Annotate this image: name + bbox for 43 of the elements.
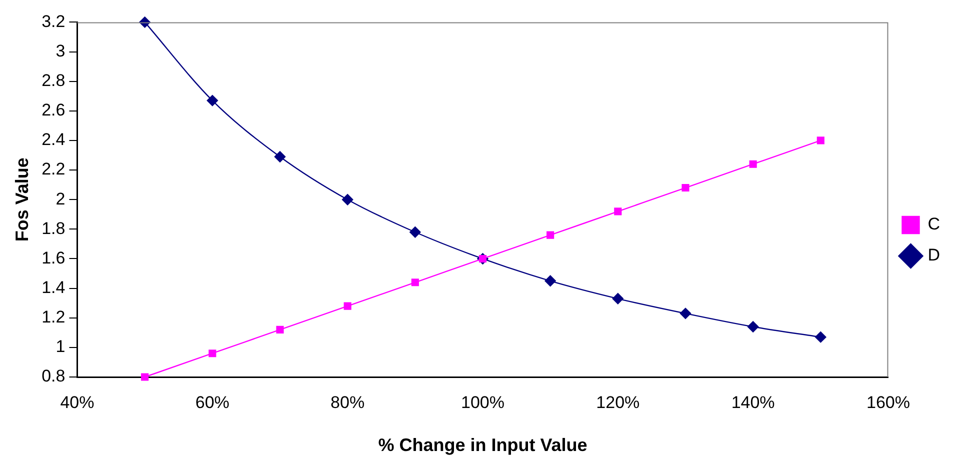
x-tick-label: 160% <box>866 392 910 412</box>
y-tick-label: 1 <box>56 337 66 356</box>
y-tick-label: 3 <box>56 41 66 60</box>
point <box>816 136 824 144</box>
point <box>546 231 554 239</box>
y-tick-label: 2.8 <box>42 71 66 90</box>
point <box>614 208 622 216</box>
y-tick-label: 3.2 <box>42 12 66 31</box>
point <box>612 293 624 304</box>
y-tick-label: 1.6 <box>42 248 66 268</box>
x-tick-label: 120% <box>596 392 640 412</box>
legend-label: D <box>928 246 940 265</box>
point <box>747 321 759 332</box>
point <box>682 184 690 192</box>
point <box>411 278 419 286</box>
point <box>206 94 218 106</box>
x-tick-label: 60% <box>195 392 230 412</box>
point <box>342 194 354 206</box>
point <box>749 160 757 168</box>
y-tick-label: 2.6 <box>42 100 66 120</box>
x-axis-title: % Change in Input Value <box>378 435 588 456</box>
point <box>141 373 149 381</box>
y-tick-label: 1.4 <box>42 278 66 297</box>
x-tick-label: 40% <box>60 392 94 412</box>
point <box>544 275 556 287</box>
y-tick-label: 2.4 <box>42 130 66 150</box>
point <box>344 302 352 310</box>
point <box>680 308 692 320</box>
point <box>410 226 421 238</box>
y-tick-label: 2.2 <box>42 160 66 179</box>
y-tick-label: 0.8 <box>42 366 66 386</box>
y-tick-label: 2 <box>56 189 66 208</box>
point <box>276 326 284 334</box>
legend-label: C <box>928 214 940 234</box>
y-tick-label: 1.2 <box>42 308 66 327</box>
x-tick-label: 140% <box>731 392 775 412</box>
y-axis-title: Fos Value <box>12 158 32 242</box>
y-tick-label: 1.8 <box>42 218 66 238</box>
point <box>274 151 286 162</box>
x-tick-label: 80% <box>330 392 365 412</box>
point <box>208 350 216 358</box>
x-tick-label: 100% <box>460 392 504 412</box>
point <box>815 331 826 343</box>
